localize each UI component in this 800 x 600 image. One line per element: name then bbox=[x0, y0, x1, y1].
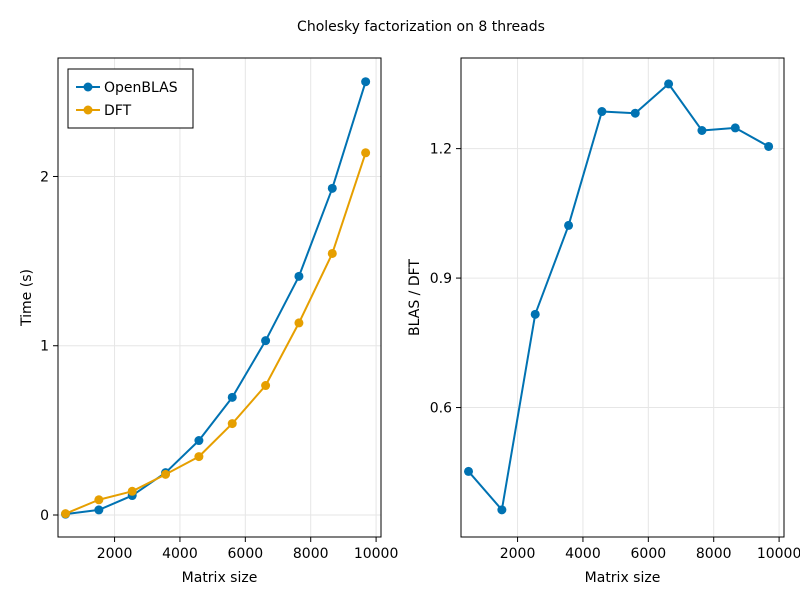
data-point-ratio bbox=[697, 125, 707, 135]
series-line-openblas bbox=[65, 81, 367, 516]
y-axis-label: Time (s) bbox=[19, 269, 35, 327]
data-point-dft bbox=[227, 419, 237, 429]
data-point-ratio bbox=[664, 79, 674, 89]
plot-frame bbox=[57, 57, 382, 538]
x-tick-label: 6000 bbox=[228, 546, 264, 562]
y-tick-label: 1.2 bbox=[430, 142, 452, 158]
x-tick-label: 8000 bbox=[293, 546, 329, 562]
data-point-dft bbox=[94, 495, 104, 505]
legend: OpenBLAS DFT bbox=[67, 68, 194, 129]
legend-box bbox=[67, 68, 194, 129]
data-point-dft bbox=[194, 452, 204, 462]
data-point-dft bbox=[61, 509, 71, 519]
data-point-openblas bbox=[361, 77, 371, 87]
x-tick-label: 6000 bbox=[631, 546, 667, 562]
data-point-openblas bbox=[94, 505, 104, 515]
data-point-ratio bbox=[597, 107, 607, 117]
x-tick-label: 4000 bbox=[162, 546, 198, 562]
y-tick-label: 0 bbox=[40, 508, 49, 524]
y-tick-label: 2 bbox=[40, 169, 49, 185]
y-axis-label: BLAS / DFT bbox=[407, 259, 423, 336]
data-point-openblas bbox=[294, 271, 304, 281]
data-point-ratio bbox=[564, 220, 574, 230]
plot-frame bbox=[460, 57, 785, 538]
x-tick-label: 10000 bbox=[757, 546, 800, 562]
x-tick-label: 2000 bbox=[500, 546, 536, 562]
data-point-ratio bbox=[530, 309, 540, 319]
data-point-dft bbox=[361, 148, 371, 158]
y-tick-label: 1 bbox=[40, 339, 49, 355]
data-point-openblas bbox=[327, 183, 337, 193]
x-tick-label: 4000 bbox=[565, 546, 601, 562]
data-point-openblas bbox=[227, 392, 237, 402]
time-panel: 2000 4000 6000 8000 10000 0 1 2 Matrix size Time … bbox=[19, 57, 399, 586]
data-point-openblas bbox=[194, 436, 204, 446]
data-point-openblas bbox=[261, 336, 271, 346]
y-tick-label: 0.6 bbox=[430, 401, 452, 417]
data-point-ratio bbox=[764, 141, 774, 151]
data-point-dft bbox=[161, 469, 171, 479]
x-tick-label: 8000 bbox=[696, 546, 732, 562]
data-point-dft bbox=[261, 381, 271, 391]
y-tick-label: 0.9 bbox=[430, 271, 452, 287]
series-line-ratio bbox=[467, 82, 770, 511]
legend-swatch-marker bbox=[83, 105, 93, 115]
x-axis-label: Matrix size bbox=[585, 570, 661, 586]
legend-swatch-marker bbox=[83, 82, 93, 92]
x-tick-label: 10000 bbox=[354, 546, 399, 562]
data-point-ratio bbox=[630, 108, 640, 118]
data-point-ratio bbox=[464, 466, 474, 476]
data-point-dft bbox=[294, 318, 304, 328]
legend-entry-dft: DFT bbox=[104, 103, 132, 119]
data-point-dft bbox=[327, 248, 337, 258]
legend-entry-openblas: OpenBLAS bbox=[104, 80, 178, 96]
data-point-ratio bbox=[730, 123, 740, 133]
series-line-dft bbox=[65, 152, 367, 515]
data-point-dft bbox=[127, 486, 137, 496]
ratio-panel: 2000 4000 6000 8000 10000 0.6 0.9 1.2 Matrix siz… bbox=[407, 57, 800, 586]
data-point-ratio bbox=[497, 505, 507, 515]
figure-title: Cholesky factorization on 8 threads bbox=[297, 19, 545, 35]
x-axis-label: Matrix size bbox=[182, 570, 258, 586]
x-tick-label: 2000 bbox=[97, 546, 133, 562]
